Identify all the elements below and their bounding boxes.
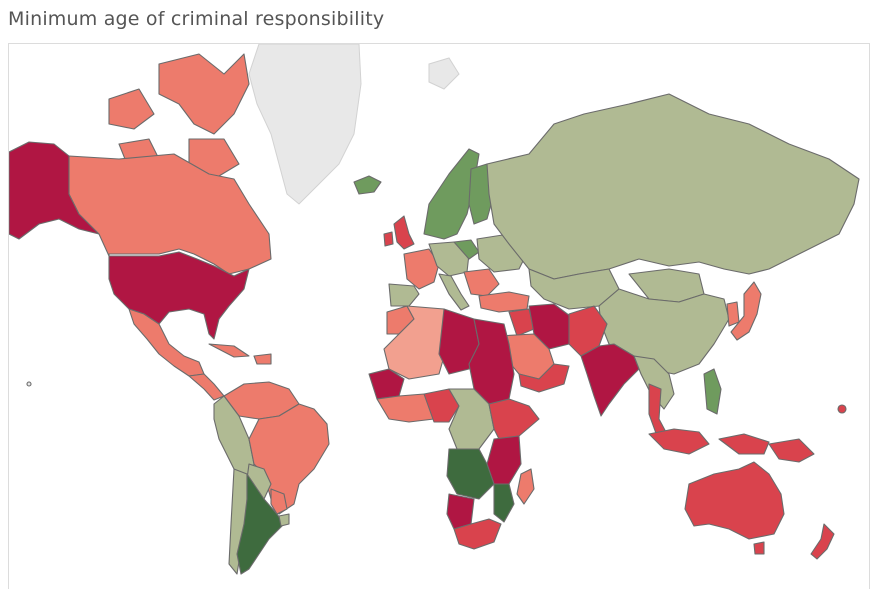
map-frame[interactable] bbox=[8, 43, 870, 589]
region-canada[interactable] bbox=[68, 153, 272, 275]
region-tasmania[interactable] bbox=[753, 541, 765, 555]
region-hispaniola[interactable] bbox=[253, 353, 272, 365]
region-svalbard[interactable] bbox=[428, 57, 460, 90]
region-france[interactable] bbox=[403, 248, 440, 290]
region-japan[interactable] bbox=[730, 281, 762, 341]
region-png[interactable] bbox=[768, 438, 815, 463]
region-new-caledonia[interactable] bbox=[837, 404, 847, 414]
region-nigeria[interactable] bbox=[423, 388, 460, 423]
region-uruguay[interactable] bbox=[278, 513, 290, 527]
region-spain[interactable] bbox=[388, 283, 420, 307]
region-paraguay[interactable] bbox=[270, 488, 288, 515]
region-balkans[interactable] bbox=[463, 268, 500, 297]
region-mexico[interactable] bbox=[128, 308, 205, 377]
viz-title: Minimum age of criminal responsibility bbox=[8, 8, 385, 30]
region-yemen-oman[interactable] bbox=[518, 363, 570, 393]
region-uk[interactable] bbox=[393, 215, 415, 250]
region-india[interactable] bbox=[580, 343, 640, 417]
region-cuba[interactable] bbox=[208, 343, 250, 358]
region-mozambique[interactable] bbox=[493, 483, 515, 523]
region-south-africa[interactable] bbox=[453, 518, 502, 550]
region-new-zealand[interactable] bbox=[810, 523, 835, 560]
region-mauritania[interactable] bbox=[368, 368, 405, 400]
region-kenya-tanzania[interactable] bbox=[486, 435, 522, 485]
region-greenland[interactable] bbox=[248, 44, 362, 205]
region-iceland[interactable] bbox=[353, 175, 382, 195]
region-indonesia[interactable] bbox=[648, 428, 770, 455]
region-ethiopia-horn[interactable] bbox=[488, 398, 540, 440]
region-russia[interactable] bbox=[486, 93, 860, 280]
region-angola-congo[interactable] bbox=[446, 448, 495, 500]
region-myanmar-se-asia[interactable] bbox=[633, 355, 675, 410]
region-ireland[interactable] bbox=[383, 231, 394, 247]
region-italy[interactable] bbox=[438, 273, 470, 311]
region-canada-arctic[interactable] bbox=[158, 53, 250, 135]
region-turkey[interactable] bbox=[478, 291, 530, 313]
region-australia[interactable] bbox=[684, 461, 785, 540]
world-map[interactable] bbox=[9, 44, 870, 589]
region-argentina[interactable] bbox=[236, 473, 285, 575]
region-madagascar[interactable] bbox=[516, 468, 535, 505]
region-central-america[interactable] bbox=[188, 373, 225, 401]
region-philippines[interactable] bbox=[703, 368, 722, 415]
region-korea[interactable] bbox=[726, 301, 740, 327]
region-hawaii[interactable] bbox=[26, 381, 32, 387]
